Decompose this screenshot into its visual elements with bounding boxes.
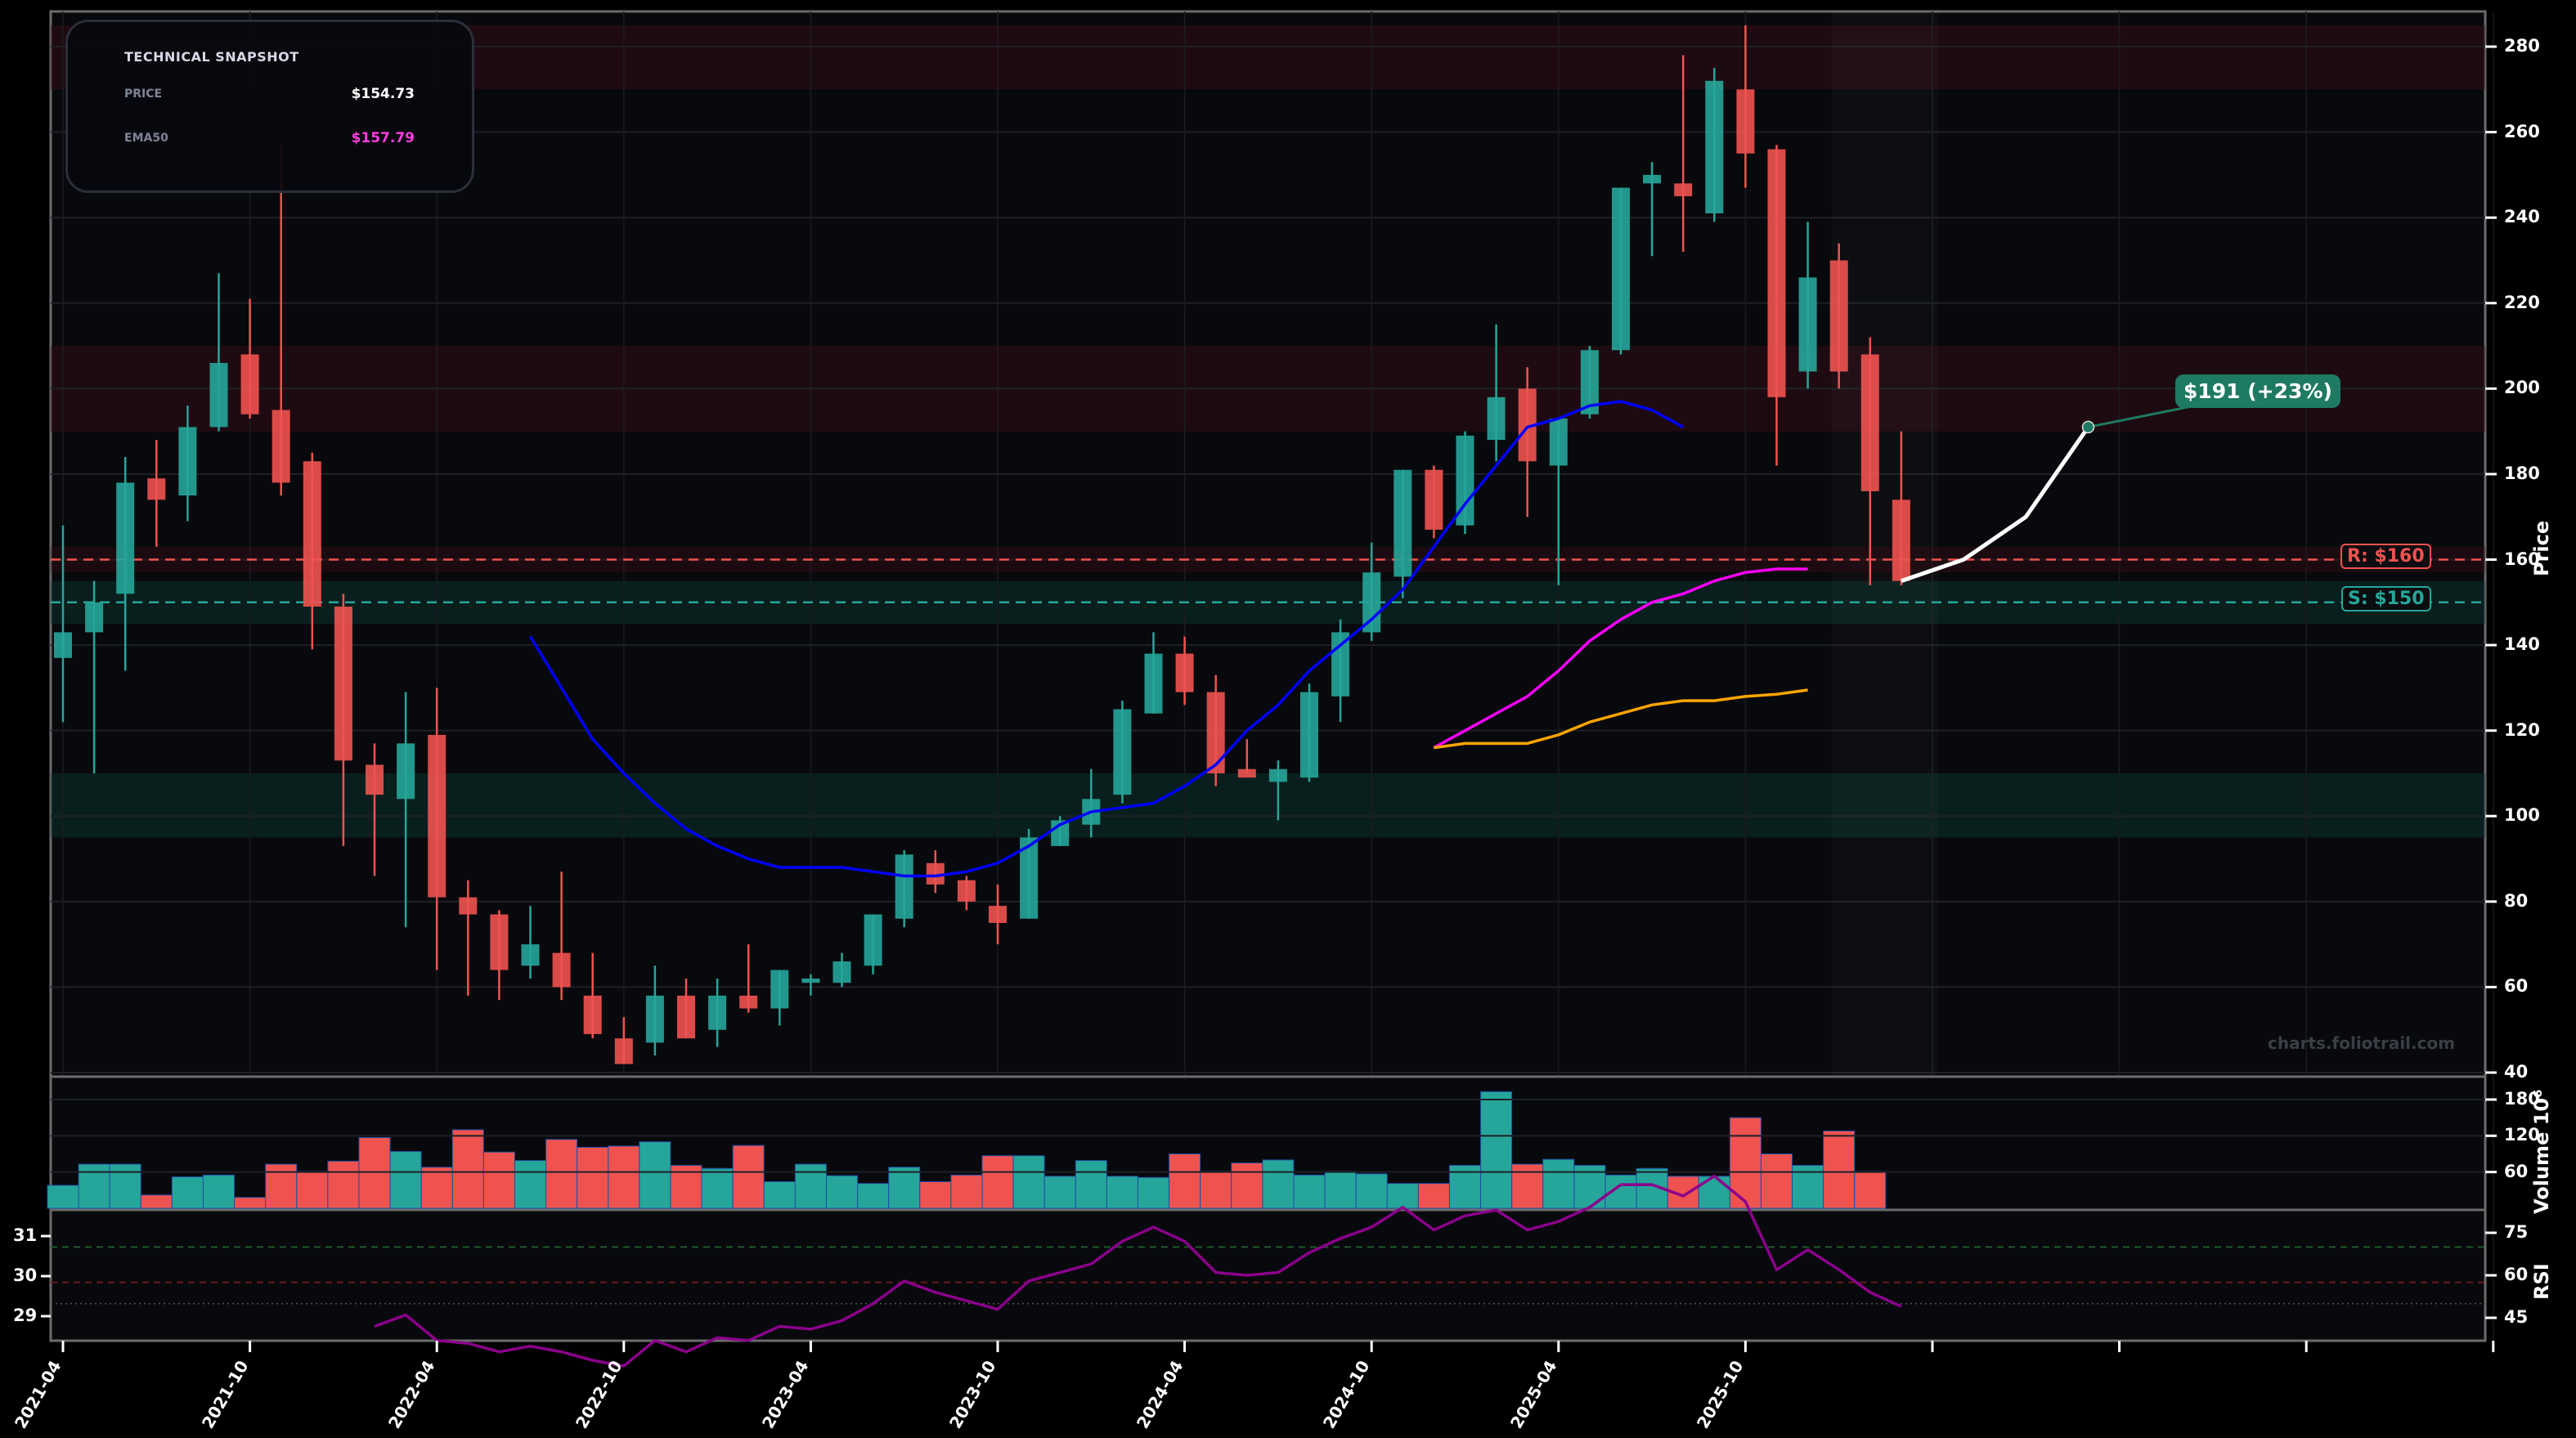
price-target-tag: $191 (+23%)	[2175, 374, 2340, 408]
price-tick-label: 280	[2504, 36, 2540, 56]
rsi-left-tick-label: 30	[13, 1266, 38, 1285]
rsi-left-tick-label: 31	[13, 1225, 38, 1245]
price-tick-label: 220	[2504, 292, 2540, 312]
price-tick-label: 40	[2504, 1062, 2529, 1082]
volume-bars	[47, 1091, 2485, 1209]
volume-tick-label: 120	[2504, 1125, 2540, 1145]
price-tick-label: 80	[2504, 890, 2529, 911]
candlesticks	[54, 25, 1910, 1064]
watermark: charts.foliotrail.com	[2268, 1033, 2456, 1053]
forecast-arrow	[1901, 403, 2201, 584]
support-tag: S: $150	[2341, 586, 2431, 611]
price-tick-label: 260	[2504, 121, 2540, 141]
rsi-left-tick-label: 29	[13, 1306, 38, 1325]
price-tick-label: 180	[2504, 463, 2540, 483]
price-tick-label: 160	[2504, 549, 2540, 569]
rsi-line	[51, 1174, 2485, 1368]
rsi-axis-label: RSI	[2530, 1263, 2553, 1300]
rsi-tick-label: 45	[2504, 1307, 2529, 1327]
ema50-label: EMA50	[124, 132, 168, 145]
rsi-panel	[49, 1208, 2487, 1342]
price-tick-label: 120	[2504, 719, 2540, 740]
axis-ticks	[41, 45, 2497, 1352]
ema-lines	[529, 400, 1808, 878]
rsi-tick-label: 60	[2504, 1265, 2529, 1284]
volume-tick-label: 180	[2504, 1089, 2540, 1109]
rsi-tick-label: 75	[2504, 1222, 2529, 1242]
price-value: $154.73	[351, 86, 415, 102]
forecast-shade	[1832, 11, 1938, 1077]
level-lines	[51, 546, 2485, 604]
price-tick-label: 140	[2504, 634, 2540, 655]
snapshot-title: TECHNICAL SNAPSHOT	[124, 49, 299, 65]
price-tick-label: 60	[2504, 976, 2529, 997]
price-label: PRICE	[124, 87, 163, 101]
price-tick-label: 200	[2504, 378, 2540, 398]
ema50-value: $157.79	[351, 130, 415, 146]
resistance-tag: R: $160	[2340, 544, 2431, 569]
technical-snapshot-panel: TECHNICAL SNAPSHOT PRICE $154.73 EMA50 $…	[65, 20, 474, 193]
price-tick-label: 100	[2504, 805, 2540, 826]
price-tick-label: 240	[2504, 207, 2540, 227]
volume-tick-label: 60	[2504, 1161, 2529, 1181]
